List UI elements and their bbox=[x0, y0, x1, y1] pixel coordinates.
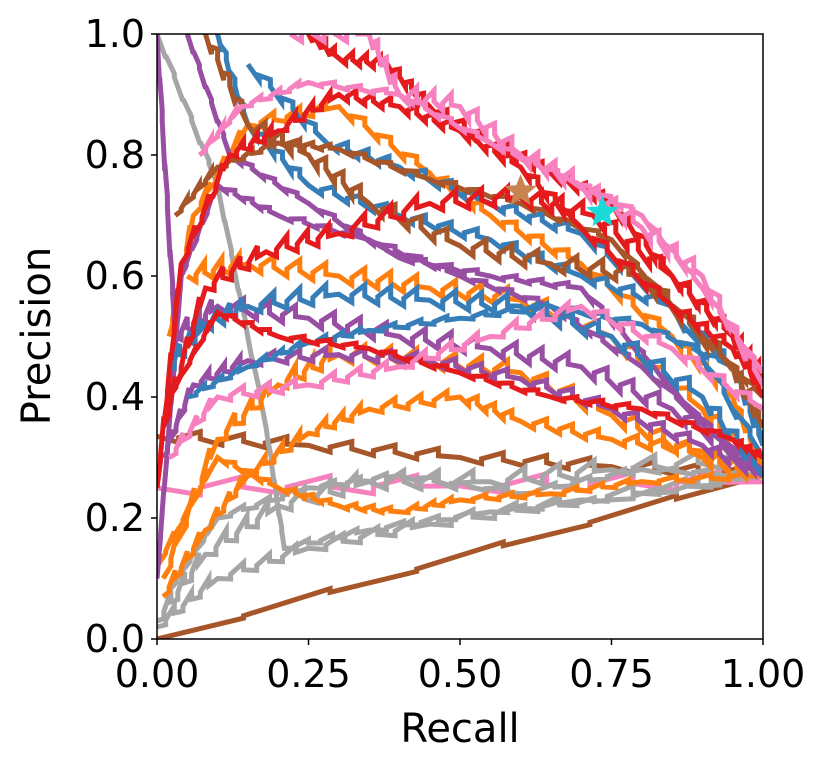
x-tick-label: 0.75 bbox=[569, 652, 654, 696]
x-tick-label: 0.00 bbox=[115, 652, 200, 696]
pr-curve-series bbox=[167, 464, 763, 593]
pr-curve-series bbox=[168, 279, 763, 478]
y-tick-label: 1.0 bbox=[85, 12, 145, 56]
x-tick-label: 1.00 bbox=[721, 652, 806, 696]
pr-curve-series bbox=[203, 34, 763, 429]
x-axis-label: Recall bbox=[400, 706, 519, 752]
pr-curve-series bbox=[157, 84, 763, 489]
pr-curve-series bbox=[197, 77, 763, 375]
pr-curve-series bbox=[186, 300, 763, 441]
y-tick-label: 0.2 bbox=[85, 496, 145, 540]
star-marker bbox=[586, 195, 619, 227]
x-axis-ticks: 0.00 0.25 0.50 0.75 1.00 bbox=[115, 639, 806, 696]
pr-curve-series bbox=[157, 34, 763, 472]
x-tick-label: 0.25 bbox=[266, 652, 351, 696]
y-tick-label: 0.0 bbox=[85, 617, 145, 661]
pr-curve-series bbox=[157, 473, 763, 639]
y-tick-label: 0.8 bbox=[85, 133, 145, 177]
pr-curve-series bbox=[161, 386, 763, 599]
y-axis-label: Precision bbox=[14, 247, 60, 425]
pr-curve-series bbox=[167, 297, 763, 460]
pr-curve-series bbox=[167, 308, 763, 462]
x-tick-label: 0.50 bbox=[418, 652, 503, 696]
y-tick-label: 0.6 bbox=[85, 254, 145, 298]
y-tick-label: 0.4 bbox=[85, 375, 145, 419]
pr-curve-series bbox=[157, 453, 763, 568]
pr-curve-series bbox=[157, 468, 763, 630]
star-marker bbox=[504, 174, 537, 206]
marker-layer bbox=[504, 174, 619, 227]
series-layer bbox=[157, 34, 763, 639]
y-axis-ticks: 0.0 0.2 0.4 0.6 0.8 1.0 bbox=[85, 12, 157, 661]
